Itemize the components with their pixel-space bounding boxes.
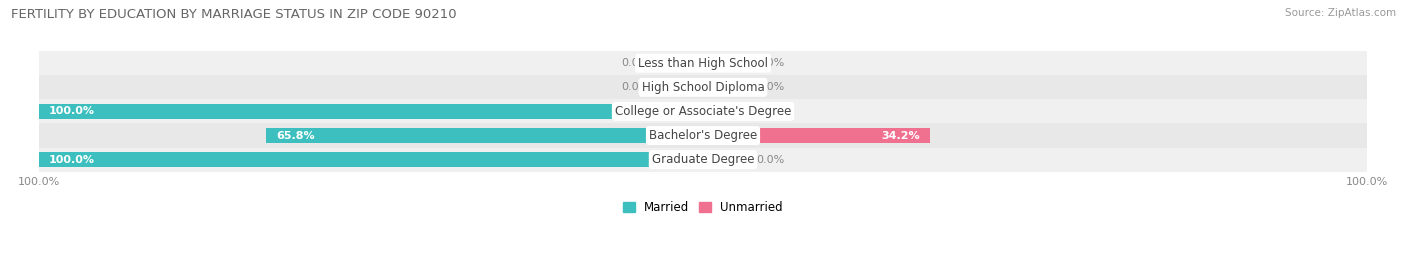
Text: 100.0%: 100.0%: [49, 155, 94, 165]
Bar: [39, 51, 1367, 75]
Text: Source: ZipAtlas.com: Source: ZipAtlas.com: [1285, 8, 1396, 18]
Text: 0.0%: 0.0%: [756, 58, 785, 68]
Text: 0.0%: 0.0%: [756, 155, 785, 165]
Text: Less than High School: Less than High School: [638, 57, 768, 70]
Bar: [703, 80, 749, 95]
Bar: [39, 123, 1367, 148]
Text: FERTILITY BY EDUCATION BY MARRIAGE STATUS IN ZIP CODE 90210: FERTILITY BY EDUCATION BY MARRIAGE STATU…: [11, 8, 457, 21]
Bar: [703, 128, 931, 143]
Bar: [39, 152, 703, 167]
Text: 0.0%: 0.0%: [756, 82, 785, 92]
Text: Graduate Degree: Graduate Degree: [652, 153, 754, 166]
Text: 0.0%: 0.0%: [756, 107, 785, 116]
Text: 65.8%: 65.8%: [276, 130, 315, 140]
Legend: Married, Unmarried: Married, Unmarried: [619, 196, 787, 219]
Bar: [703, 56, 749, 71]
Bar: [39, 104, 703, 119]
Bar: [703, 152, 749, 167]
Text: 34.2%: 34.2%: [882, 130, 920, 140]
Bar: [657, 56, 703, 71]
Bar: [39, 148, 1367, 172]
Bar: [39, 75, 1367, 99]
Text: 0.0%: 0.0%: [621, 82, 650, 92]
Text: Bachelor's Degree: Bachelor's Degree: [650, 129, 756, 142]
Text: High School Diploma: High School Diploma: [641, 81, 765, 94]
Bar: [39, 99, 1367, 123]
Text: College or Associate's Degree: College or Associate's Degree: [614, 105, 792, 118]
Text: 100.0%: 100.0%: [49, 107, 94, 116]
Text: 0.0%: 0.0%: [621, 58, 650, 68]
Bar: [657, 80, 703, 95]
Bar: [266, 128, 703, 143]
Bar: [703, 104, 749, 119]
